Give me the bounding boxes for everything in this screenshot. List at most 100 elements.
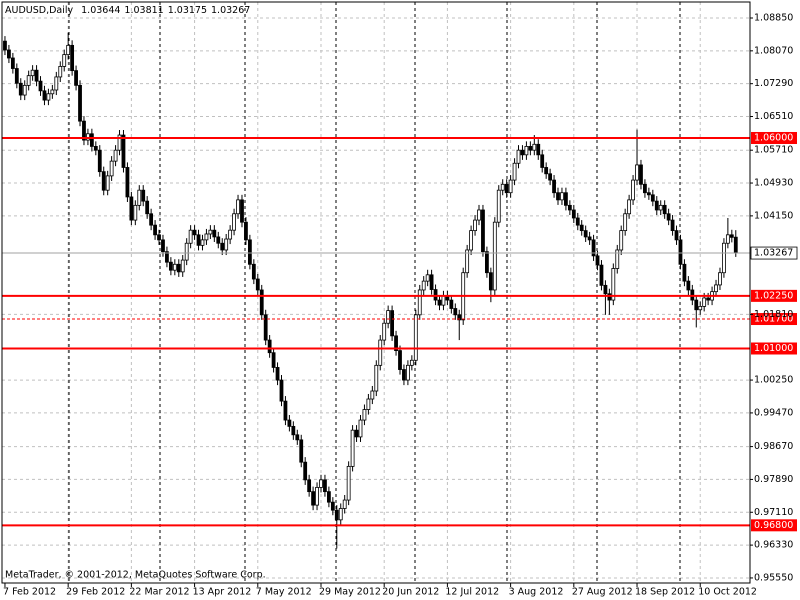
candle-body <box>488 272 493 291</box>
y-tick-label: 0.97110 <box>754 507 793 518</box>
candle-body <box>556 192 560 201</box>
candle-body <box>319 479 323 488</box>
y-tick-label: 1.05710 <box>754 145 793 156</box>
candle-body <box>291 425 296 436</box>
candle-body <box>540 154 545 168</box>
candle-body <box>654 200 659 211</box>
candle-body <box>251 263 256 280</box>
candle-body <box>58 66 63 78</box>
candle-body <box>587 236 592 241</box>
candle-body <box>240 199 244 223</box>
y-tick-label: 0.98670 <box>754 441 793 452</box>
candle-body <box>46 93 51 101</box>
candle-body <box>635 164 639 181</box>
candle-body <box>686 280 691 291</box>
candle-body <box>552 179 556 194</box>
candle-body <box>74 70 78 86</box>
candle-body <box>326 491 331 503</box>
candle-body <box>398 350 402 370</box>
candle-body <box>165 251 169 263</box>
candle-body <box>133 204 138 221</box>
candle-body <box>307 479 312 493</box>
candle-body <box>441 295 446 306</box>
candle-body <box>603 284 608 295</box>
candle-body <box>22 84 27 96</box>
candle-body <box>417 289 422 316</box>
price-level-box <box>751 313 797 326</box>
candle-body <box>643 183 647 194</box>
candle-body <box>113 149 118 162</box>
header: AUDUSD,Daily 1.03644 1.03811 1.03175 1.03267 <box>5 5 250 16</box>
candle-body <box>421 280 426 291</box>
candle-body <box>583 230 588 238</box>
candle-body <box>564 192 568 206</box>
candle-body <box>236 199 240 215</box>
candle-body <box>267 339 272 354</box>
candle-body <box>627 199 632 215</box>
x-tick-label: 29 May 2012 <box>319 587 381 598</box>
current-price-box <box>750 246 798 260</box>
candle-body <box>3 40 7 51</box>
candle-body <box>536 143 541 156</box>
candle-body <box>54 76 59 91</box>
candle-body <box>129 196 134 221</box>
price-levels: 1.03267 1.06000 1.02250 1.01700 1.01000 0.968… <box>2 131 798 532</box>
candle-body <box>149 213 154 226</box>
y-tick-label: 0.97890 <box>754 474 793 485</box>
candle-body <box>208 229 213 235</box>
candle-body <box>437 299 442 306</box>
candle-body <box>141 189 146 202</box>
price-level-label: 1.02250 <box>754 290 793 301</box>
candle-body <box>465 249 470 274</box>
candle-body <box>532 143 537 151</box>
candle-body <box>457 314 462 321</box>
symbol-title: AUDUSD,Daily <box>5 5 74 16</box>
candle-body <box>93 146 98 151</box>
x-tick-label: 10 Oct 2012 <box>698 587 757 598</box>
candle-body <box>176 263 181 273</box>
candle-body <box>433 289 438 301</box>
candle-body <box>449 299 454 309</box>
candle-body <box>453 308 458 316</box>
candle-body <box>662 204 667 215</box>
x-tick-label: 27 Aug 2012 <box>572 587 633 598</box>
candle-body <box>200 239 205 246</box>
candle-body <box>646 192 651 196</box>
candle-body <box>725 234 730 244</box>
y-tick-label: 1.08850 <box>754 12 793 23</box>
candle-body <box>405 364 410 381</box>
candle-body <box>674 230 679 241</box>
candle-body <box>670 219 675 232</box>
candle-body <box>591 239 596 257</box>
candle-body <box>224 238 229 251</box>
candle-body <box>232 213 236 231</box>
last-low: 1.03175 <box>168 5 207 16</box>
y-tick-label: 1.07290 <box>754 78 793 89</box>
candle-body <box>666 213 671 221</box>
candle-body <box>382 322 387 341</box>
x-tick-label: 29 Feb 2012 <box>66 587 125 598</box>
y-tick-label: 1.04150 <box>754 210 793 221</box>
y-tick-label: 1.06510 <box>754 111 793 122</box>
candle-body <box>342 499 347 509</box>
candle-body <box>184 242 189 261</box>
candle-body <box>560 192 564 201</box>
candle-body <box>192 229 197 236</box>
candle-body <box>70 44 75 72</box>
candle-body <box>161 239 165 253</box>
candle-body <box>86 133 90 141</box>
candle-body <box>496 189 501 223</box>
candle-body <box>516 149 521 164</box>
price-level-label: 1.01000 <box>754 343 793 354</box>
candle-body <box>101 171 106 191</box>
plot-frame <box>1 1 751 584</box>
candle-body <box>196 234 201 246</box>
candle-body <box>283 400 288 421</box>
candle-body <box>567 204 572 211</box>
candle-body <box>639 164 643 185</box>
candle-body <box>42 90 47 101</box>
candle-body <box>682 263 687 282</box>
candle-body <box>722 242 726 274</box>
grid <box>2 2 750 583</box>
